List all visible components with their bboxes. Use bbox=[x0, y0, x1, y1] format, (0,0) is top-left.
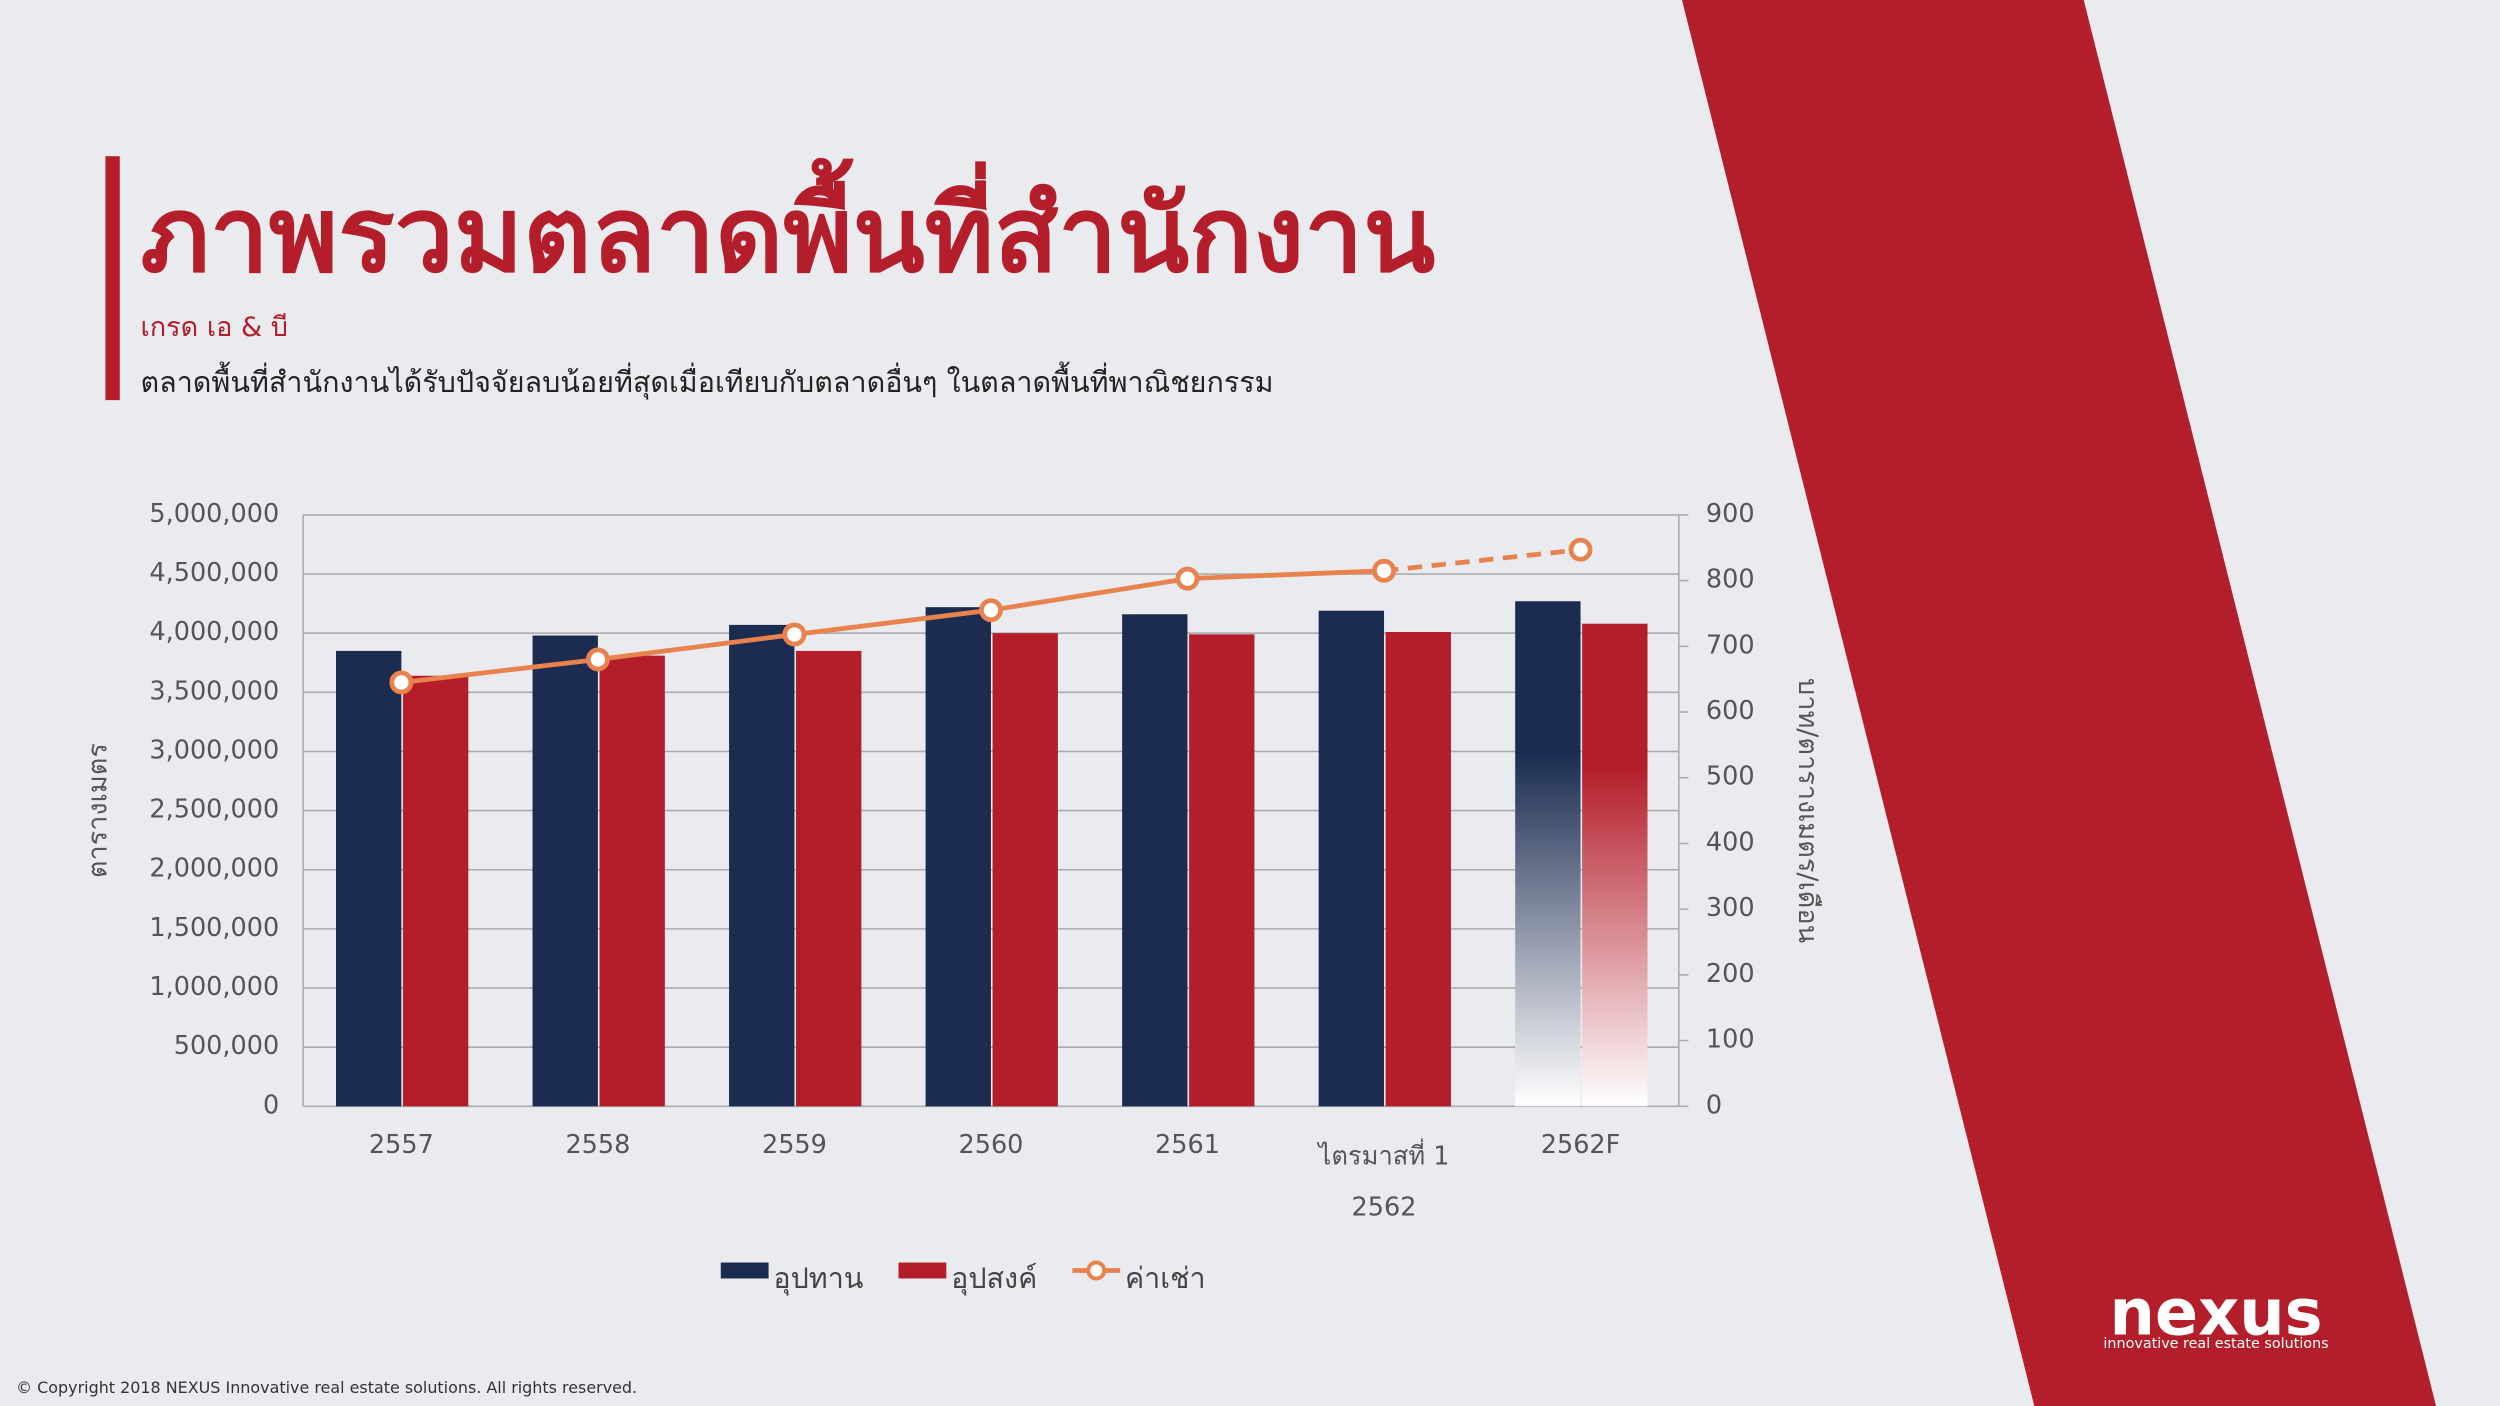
y-tick-label: 0 bbox=[263, 1090, 279, 1120]
x-tick-label: 2558 bbox=[565, 1130, 630, 1160]
y2-tick-label: 800 bbox=[1706, 565, 1755, 595]
x-tick-label: 2562 bbox=[1352, 1192, 1417, 1222]
y2-axis-label: บาท/ตารางเมตร/เดือน bbox=[1792, 678, 1823, 943]
y-tick-label: 1,000,000 bbox=[149, 972, 279, 1002]
bar bbox=[796, 650, 862, 1107]
line-series-forecast bbox=[1383, 547, 1581, 574]
legend-label: อุปสงค์ bbox=[951, 1261, 1037, 1296]
title-bar bbox=[105, 156, 120, 401]
copyright: © Copyright 2018 NEXUS Innovative real e… bbox=[16, 1378, 637, 1397]
line-point bbox=[979, 598, 1003, 623]
title: ภาพรวมตลาดพื้นที่สำนักงาน bbox=[141, 157, 1436, 296]
y-tick-label: 4,500,000 bbox=[149, 558, 279, 588]
bar bbox=[402, 675, 469, 1107]
bar bbox=[1189, 634, 1255, 1107]
legend-swatch bbox=[1086, 1260, 1107, 1281]
y2-tick-label: 900 bbox=[1706, 499, 1755, 529]
red-band bbox=[1682, 0, 2437, 1406]
y2-tick-label: 500 bbox=[1706, 762, 1755, 792]
y-tick-label: 3,000,000 bbox=[149, 735, 279, 765]
y-tick-label: 500,000 bbox=[174, 1031, 279, 1061]
y2-tick-label: 300 bbox=[1706, 893, 1755, 923]
bar bbox=[1122, 614, 1188, 1107]
line-series bbox=[401, 568, 1385, 685]
y2-tick-label: 200 bbox=[1706, 959, 1755, 989]
y-tick-label: 5,000,000 bbox=[149, 499, 279, 529]
y-tick-label: 2,500,000 bbox=[149, 795, 279, 825]
y-tick-label: 1,500,000 bbox=[149, 913, 279, 943]
y2-tick-label: 400 bbox=[1706, 827, 1755, 857]
line-point bbox=[389, 670, 414, 695]
legend-label: ค่าเช่า bbox=[1125, 1261, 1206, 1295]
bar bbox=[336, 650, 402, 1107]
subtitle: เกรด เอ & บี bbox=[141, 312, 288, 343]
bar bbox=[599, 655, 665, 1107]
x-tick-label: 2560 bbox=[959, 1130, 1024, 1160]
y-axis-label: ตารางเมตร bbox=[83, 743, 114, 878]
x-tick-label: 2557 bbox=[369, 1130, 434, 1160]
line-point bbox=[1372, 558, 1396, 583]
x-tick-label: 2562F bbox=[1541, 1130, 1621, 1160]
x-tick-label: 2559 bbox=[762, 1130, 827, 1160]
description: ตลาดพื้นที่สำนักงานได้รับปัจจัยลบน้อยที่… bbox=[141, 362, 1274, 400]
y2-tick-label: 600 bbox=[1706, 696, 1755, 726]
logo-tagline: innovative real estate solutions bbox=[2103, 1336, 2328, 1352]
line-point bbox=[585, 647, 610, 672]
line-point bbox=[782, 622, 807, 647]
x-tick-label: ไตรมาสที่ 1 bbox=[1317, 1138, 1450, 1171]
legend-label: อุปทาน bbox=[773, 1261, 863, 1296]
bar bbox=[729, 624, 795, 1107]
x-tick-label: 2561 bbox=[1155, 1130, 1220, 1160]
y2-tick-label: 0 bbox=[1706, 1090, 1722, 1120]
bar bbox=[1582, 623, 1648, 1107]
y-tick-label: 4,000,000 bbox=[149, 617, 279, 647]
y-tick-label: 3,500,000 bbox=[149, 676, 279, 706]
y2-tick-label: 700 bbox=[1706, 630, 1755, 660]
logo: nexus bbox=[2109, 1276, 2322, 1350]
legend-swatch bbox=[720, 1262, 769, 1279]
line-point bbox=[1568, 537, 1593, 562]
bar bbox=[1515, 601, 1581, 1107]
y2-tick-label: 100 bbox=[1706, 1025, 1755, 1055]
bar bbox=[925, 607, 991, 1107]
bar bbox=[532, 635, 598, 1107]
legend-swatch bbox=[898, 1262, 947, 1279]
bar bbox=[1318, 610, 1385, 1107]
line-point bbox=[1175, 566, 1200, 591]
bar bbox=[1385, 631, 1451, 1107]
y-tick-label: 2,000,000 bbox=[149, 854, 279, 884]
bar bbox=[992, 633, 1058, 1107]
